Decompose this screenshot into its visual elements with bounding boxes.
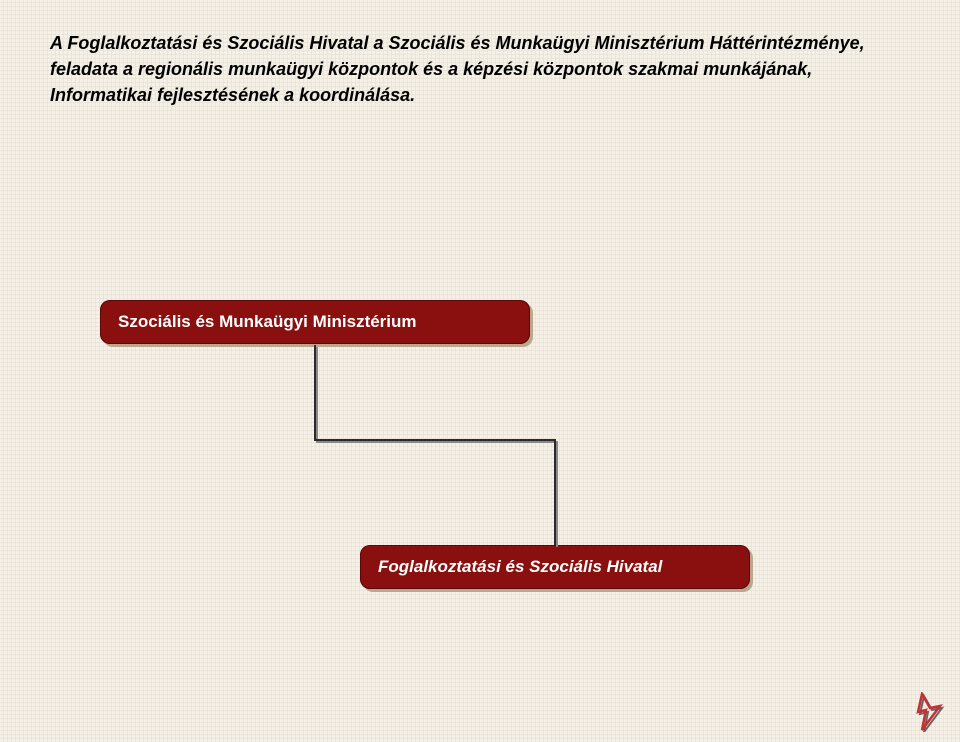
org-node-ministry: Szociális és Munkaügyi Minisztérium <box>100 300 530 344</box>
org-node-label-2: Foglalkoztatási és Szociális Hivatal <box>378 557 662 576</box>
org-node-label-1: Szociális és Munkaügyi Minisztérium <box>118 312 417 331</box>
org-node-office: Foglalkoztatási és Szociális Hivatal <box>360 545 750 589</box>
heading-text: A Foglalkoztatási és Szociális Hivatal a… <box>50 30 910 108</box>
lightning-icon <box>910 692 950 732</box>
org-connector <box>0 0 960 742</box>
